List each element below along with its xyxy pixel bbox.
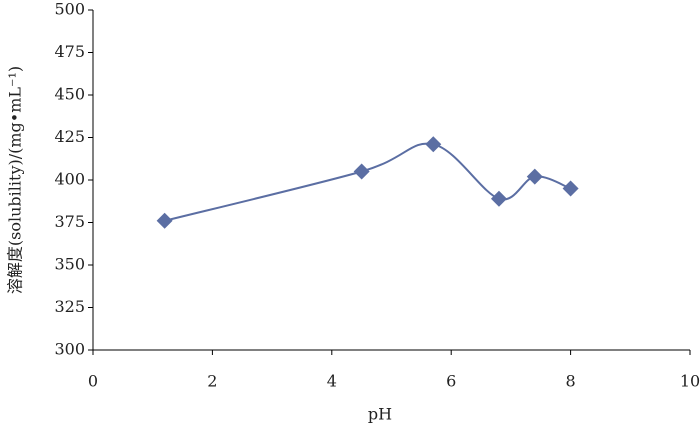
- y-tick-label: 500: [54, 0, 85, 19]
- y-tick-label: 400: [54, 170, 85, 189]
- marker: [425, 136, 442, 153]
- x-tick-label: 4: [327, 372, 337, 391]
- y-tick-label: 450: [54, 85, 85, 104]
- y-tick-label: 325: [54, 297, 85, 316]
- marker: [353, 163, 370, 180]
- y-tick-label: 350: [54, 255, 85, 274]
- marker: [526, 168, 543, 185]
- x-tick-label: 2: [207, 372, 217, 391]
- x-tick-label: 0: [88, 372, 98, 391]
- marker: [490, 190, 507, 207]
- x-tick-label: 8: [566, 372, 576, 391]
- y-axis-label: 溶解度(solubility)/(mg•mL⁻¹): [6, 66, 25, 294]
- marker: [156, 212, 173, 229]
- y-tick-label: 300: [54, 340, 85, 359]
- y-tick-label: 375: [54, 212, 85, 231]
- x-tick-label: 6: [446, 372, 456, 391]
- marker: [562, 180, 579, 197]
- y-tick-label: 475: [54, 42, 85, 61]
- x-axis-label: pH: [368, 405, 392, 424]
- x-tick-label: 10: [680, 372, 700, 391]
- line: [164, 142, 571, 222]
- y-tick-label: 425: [54, 127, 85, 146]
